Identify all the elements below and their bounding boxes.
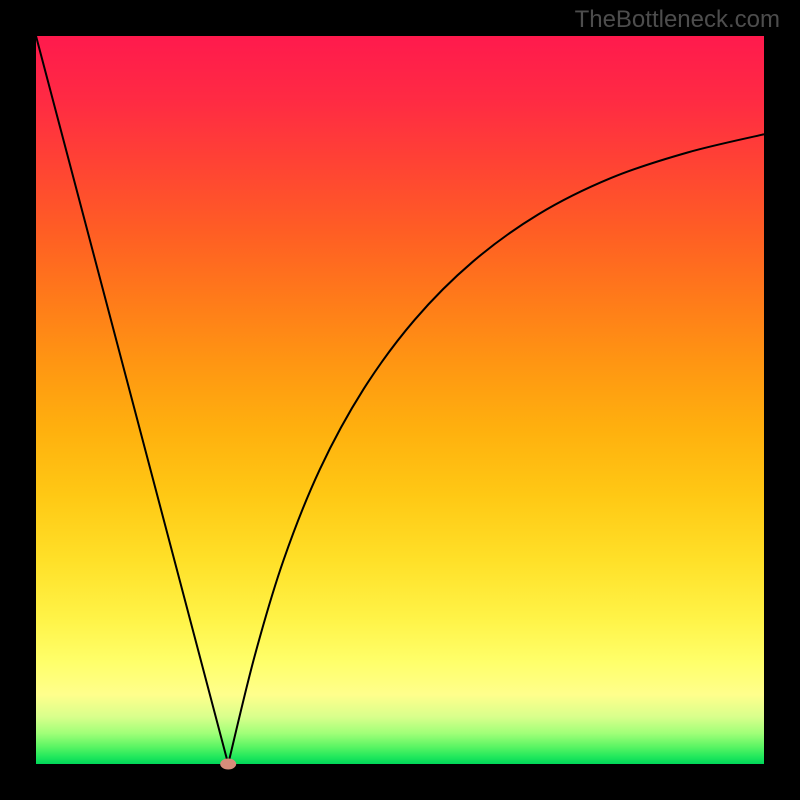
chart-container: TheBottleneck.com	[0, 0, 800, 800]
watermark-text: TheBottleneck.com	[575, 6, 780, 34]
gradient-background	[36, 36, 764, 764]
